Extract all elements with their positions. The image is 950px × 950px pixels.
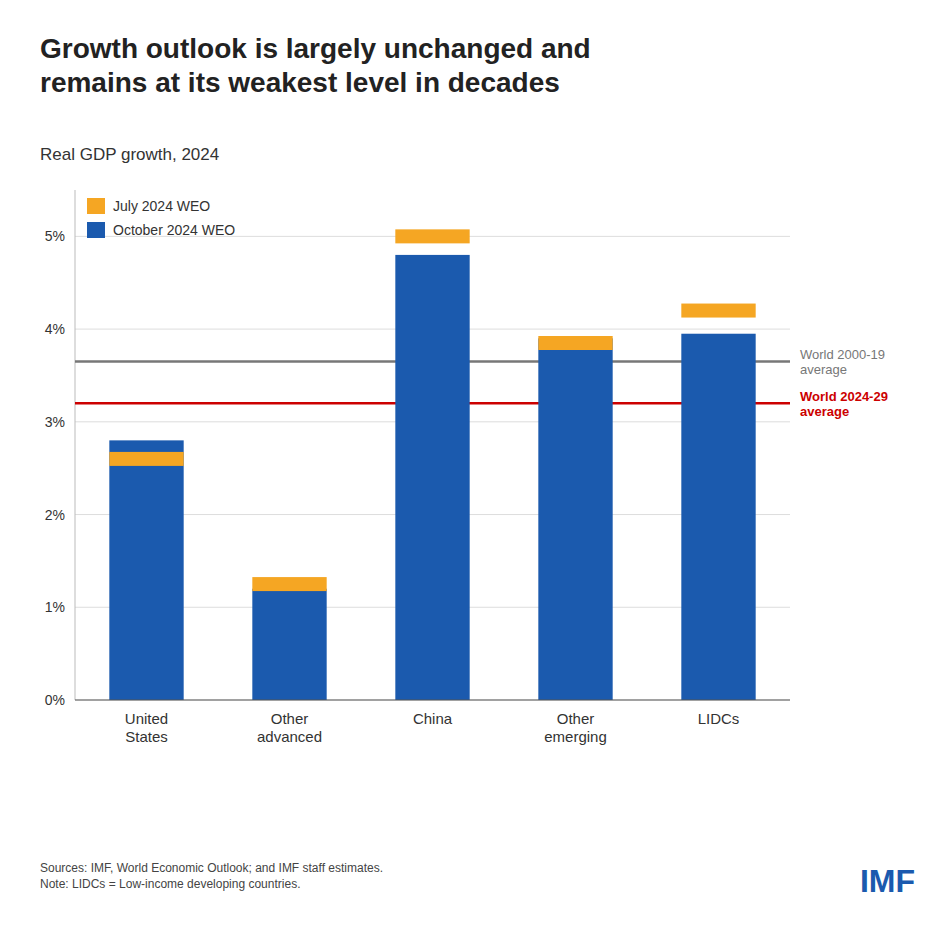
x-tick-label: LIDCs [698, 710, 740, 727]
y-tick-label: 2% [45, 507, 65, 523]
source-note: Sources: IMF, World Economic Outlook; an… [40, 861, 383, 891]
grid-line [75, 700, 790, 701]
y-tick-label: 5% [45, 228, 65, 244]
background [0, 0, 950, 950]
marker [395, 229, 469, 243]
legend-label: July 2024 WEO [113, 198, 210, 214]
y-tick-label: 0% [45, 692, 65, 708]
x-axis-line [75, 699, 790, 700]
bar [252, 589, 326, 700]
marks [109, 229, 755, 700]
legend-label: October 2024 WEO [113, 222, 235, 238]
x-tick-label: China [413, 710, 453, 727]
grid [75, 236, 790, 700]
legend-swatch [87, 198, 105, 214]
y-tick-label: 4% [45, 321, 65, 337]
reference-label: World 2024-29average [800, 389, 888, 419]
bar [395, 255, 469, 700]
y-axis-line [75, 190, 76, 700]
logo: IMF [860, 863, 915, 899]
y-tick-label: 1% [45, 599, 65, 615]
legend: July 2024 WEO October 2024 WEO [87, 198, 235, 238]
bar [681, 334, 755, 700]
title: Growth outlook is largely unchanged andr… [40, 33, 591, 98]
subtitle: Real GDP growth, 2024 [40, 145, 219, 164]
y-tick-label: 3% [45, 414, 65, 430]
x-tick-label: Otheremerging [544, 710, 607, 745]
bar [109, 440, 183, 700]
marker [538, 336, 612, 350]
bar [538, 338, 612, 700]
chart: Growth outlook is largely unchanged andr… [0, 0, 950, 950]
x-tick-label: Otheradvanced [257, 710, 322, 745]
reference-label: World 2000-19average [800, 347, 885, 377]
x-tick-label: UnitedStates [125, 710, 168, 745]
marker [252, 577, 326, 591]
legend-swatch [87, 222, 105, 238]
marker [109, 452, 183, 466]
marker [681, 304, 755, 318]
